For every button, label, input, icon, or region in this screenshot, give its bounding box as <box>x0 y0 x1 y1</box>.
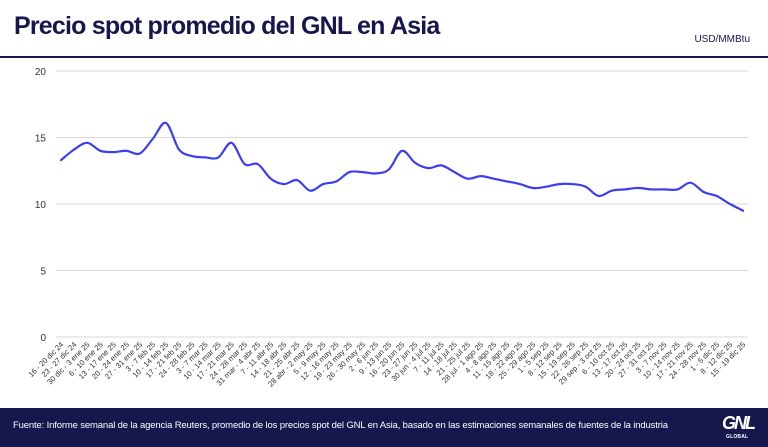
data-point <box>204 156 207 159</box>
header-divider <box>0 56 768 58</box>
data-point <box>86 141 89 144</box>
data-point <box>73 148 75 151</box>
data-point <box>545 185 548 188</box>
data-point <box>414 161 416 164</box>
data-point <box>427 167 430 169</box>
data-point <box>401 149 403 152</box>
data-point <box>729 203 731 205</box>
data-point <box>256 163 259 165</box>
data-point <box>637 187 639 189</box>
y-tick-label: 15 <box>35 134 47 145</box>
data-point <box>361 171 364 173</box>
data-point <box>479 175 482 177</box>
gridlines <box>56 70 748 338</box>
data-point <box>440 164 443 167</box>
data-point <box>138 152 141 155</box>
data-point <box>230 141 233 144</box>
data-point <box>60 159 62 161</box>
data-point <box>597 195 600 197</box>
data-point <box>374 172 377 175</box>
data-point <box>283 183 285 185</box>
y-tick-label: 5 <box>40 267 46 278</box>
data-point <box>322 183 325 185</box>
data-point <box>532 187 535 189</box>
data-point <box>348 171 351 173</box>
data-point <box>689 181 692 184</box>
data-point <box>335 180 338 183</box>
source-note: Fuente: Informe semanal de la agencia Re… <box>13 420 668 431</box>
data-point <box>610 189 613 192</box>
series-line <box>59 121 745 212</box>
data-point <box>715 195 718 197</box>
footer-bar: Fuente: Informe semanal de la agencia Re… <box>0 408 768 447</box>
data-point <box>151 137 154 140</box>
data-point <box>584 185 587 188</box>
data-point <box>125 149 128 152</box>
data-point <box>178 148 180 151</box>
data-point <box>742 209 744 212</box>
price-series <box>59 121 745 212</box>
data-point <box>217 156 220 159</box>
unit-label: USD/MMBtu <box>694 34 750 45</box>
data-point <box>558 183 561 185</box>
data-point <box>191 155 194 157</box>
data-point <box>519 183 521 185</box>
data-point <box>309 189 312 192</box>
gnl-logo: GNL GLOBAL <box>722 412 756 442</box>
data-point <box>453 171 456 173</box>
data-point <box>243 163 246 165</box>
data-point <box>492 177 495 180</box>
y-axis-ticks: 0 5 10 15 20 <box>35 67 47 344</box>
data-point <box>676 188 679 191</box>
data-point <box>99 149 102 152</box>
data-point <box>466 177 469 180</box>
y-tick-label: 10 <box>35 200 47 211</box>
chart-title: Precio spot promedio del GNL en Asia <box>14 12 440 40</box>
data-point <box>571 183 574 185</box>
data-point <box>624 188 626 191</box>
data-point <box>388 168 390 171</box>
logo-subtext: GLOBAL <box>726 434 749 440</box>
data-point <box>702 191 705 193</box>
y-tick-label: 20 <box>35 67 47 78</box>
data-point <box>112 151 115 153</box>
data-point <box>650 188 653 191</box>
data-point <box>506 180 508 183</box>
data-point <box>269 177 272 180</box>
data-point <box>296 179 298 181</box>
data-point <box>663 188 666 191</box>
logo-text: GNL <box>722 413 756 433</box>
data-point <box>165 122 167 124</box>
y-tick-label: 0 <box>40 333 46 344</box>
